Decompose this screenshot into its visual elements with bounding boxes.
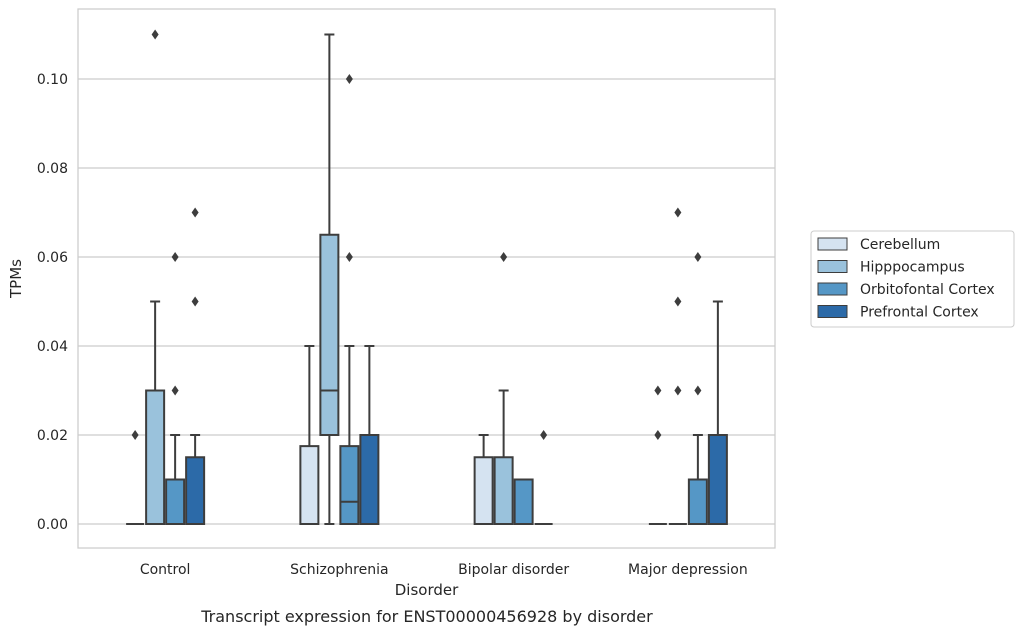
- box-2-1: [339, 74, 360, 525]
- outlier-point: [171, 252, 179, 262]
- box-1-1: [319, 33, 340, 525]
- legend-swatch: [817, 305, 848, 318]
- box-2-0: [165, 252, 186, 525]
- outlier-point: [654, 430, 662, 440]
- legend-label: Cerebellum: [860, 237, 940, 253]
- legend-swatch: [817, 260, 848, 273]
- outlier-point: [540, 430, 548, 440]
- outlier-point: [345, 74, 353, 84]
- legend-swatch: [817, 282, 848, 296]
- box-0-1: [299, 345, 320, 525]
- x-tick-label: Control: [140, 562, 191, 578]
- x-axis-label: Disorder: [395, 581, 459, 599]
- box-3-2: [534, 430, 553, 525]
- box-body: [339, 445, 360, 525]
- outlier-point: [674, 296, 682, 307]
- box-body: [687, 478, 708, 525]
- legend-label: Hipppocampus: [860, 260, 965, 276]
- legend-frame: [810, 230, 1015, 328]
- outlier-point: [694, 385, 702, 396]
- outlier-point: [171, 385, 179, 396]
- box-body: [359, 434, 380, 525]
- legend-label: Prefrontal Cortex: [860, 305, 979, 321]
- legend-label: Orbitofontal Cortex: [860, 282, 995, 298]
- box-body: [473, 456, 494, 525]
- legend-swatch: [817, 237, 848, 251]
- outlier-point: [674, 207, 682, 218]
- box-3-1: [359, 345, 380, 525]
- outlier-point: [191, 207, 199, 218]
- box-1-0: [145, 29, 166, 525]
- y-tick-label: 0.08: [37, 161, 68, 177]
- box-0-2: [473, 434, 494, 525]
- box-body: [707, 434, 728, 525]
- y-tick-label: 0.02: [37, 428, 68, 444]
- x-tick-label: Major depression: [628, 562, 748, 578]
- box-0-0: [126, 430, 145, 525]
- box-body: [319, 233, 340, 436]
- box-0-3: [648, 385, 667, 525]
- box-1-3: [668, 207, 687, 525]
- y-axis-label: TPMs: [7, 259, 25, 299]
- y-tick-label: 0.10: [37, 72, 68, 88]
- outlier-point: [151, 29, 159, 40]
- box-body: [299, 445, 320, 525]
- outlier-point: [500, 252, 508, 262]
- outlier-point: [654, 385, 662, 396]
- box-body: [185, 456, 206, 525]
- box-body: [145, 389, 166, 525]
- outlier-point: [694, 252, 702, 262]
- plot-frame: [77, 8, 776, 549]
- box-body: [165, 478, 186, 525]
- box-1-2: [493, 252, 514, 525]
- box-body: [493, 456, 514, 525]
- y-tick-label: 0.04: [37, 339, 68, 355]
- outlier-point: [131, 430, 139, 440]
- box-3-0: [185, 207, 206, 525]
- outlier-point: [674, 385, 682, 396]
- box-3-3: [707, 300, 728, 525]
- y-tick-label: 0.06: [37, 250, 68, 266]
- boxes-layer: [126, 29, 728, 525]
- box-2-2: [513, 478, 534, 525]
- x-tick-label: Schizophrenia: [290, 562, 388, 578]
- box-body: [513, 478, 534, 525]
- box-2-3: [687, 252, 708, 525]
- y-tick-label: 0.00: [37, 517, 68, 533]
- y-tick-labels: 0.00 0.02 0.04 0.06 0.08 0.10: [37, 72, 68, 533]
- chart-caption: Transcript expression for ENST0000045692…: [200, 607, 653, 626]
- x-tick-labels: Control Schizophrenia Bipolar disorder Majo…: [140, 562, 748, 578]
- x-tick-label: Bipolar disorder: [458, 562, 569, 578]
- grid-layer: [78, 78, 775, 525]
- outlier-point: [191, 296, 199, 307]
- outlier-point: [345, 252, 353, 262]
- legend: Cerebellum Hipppocampus Orbitofontal Corte…: [810, 230, 1015, 328]
